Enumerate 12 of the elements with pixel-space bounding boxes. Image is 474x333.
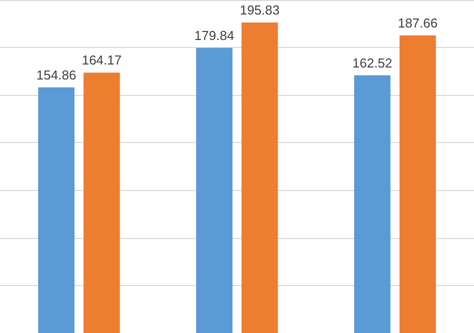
- data-label: 195.83: [240, 2, 280, 18]
- bar: [400, 35, 436, 333]
- data-label: 187.66: [398, 15, 438, 30]
- data-label: 162.52: [352, 55, 392, 70]
- data-label: 179.84: [194, 28, 234, 43]
- bar: [354, 75, 390, 333]
- bar: [38, 87, 74, 333]
- data-label: 154.86: [36, 67, 76, 82]
- bar: [196, 48, 232, 333]
- bar: [242, 22, 278, 333]
- bar: [84, 72, 120, 333]
- data-label: 164.17: [82, 52, 122, 68]
